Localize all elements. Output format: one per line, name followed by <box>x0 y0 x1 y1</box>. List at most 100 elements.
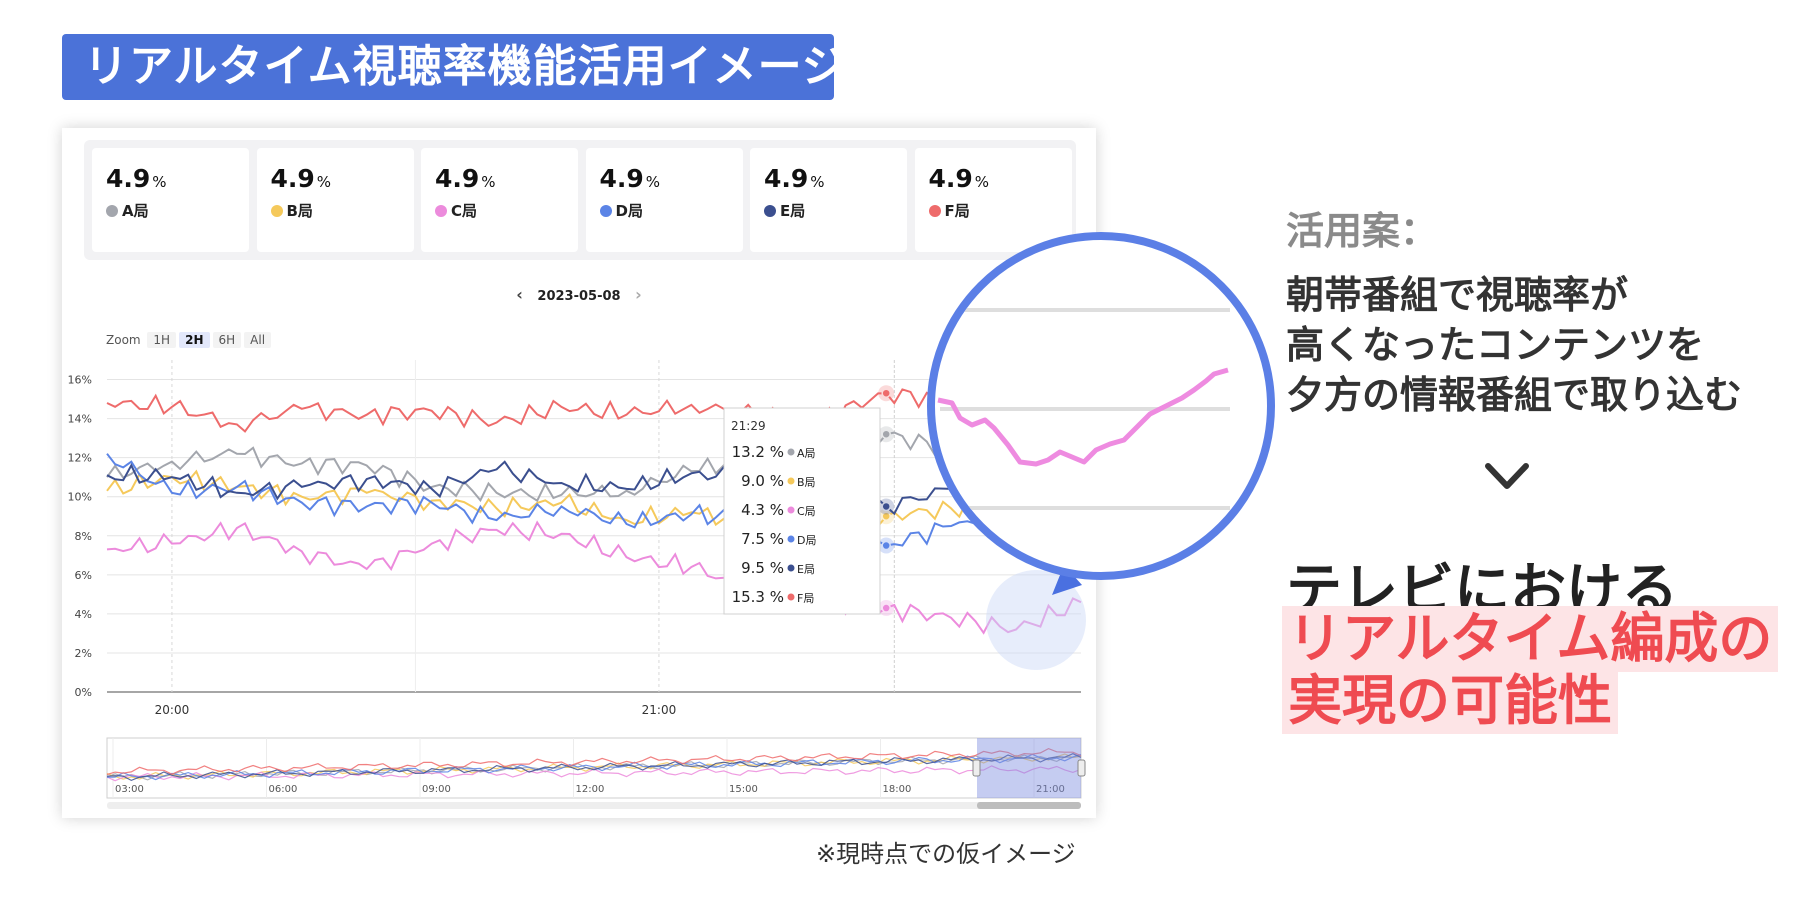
zoom-option-1h[interactable]: 1H <box>147 332 177 348</box>
chevron-down-icon <box>1485 463 1529 489</box>
station-label: A局 <box>106 200 149 221</box>
legend-dot-icon <box>599 205 612 217</box>
station-rating: 4.9% <box>764 164 825 193</box>
tooltip-dot-icon <box>787 564 795 572</box>
tooltip-box <box>723 407 881 615</box>
navigator-series <box>106 753 1082 781</box>
navigator-tick-label: 09:00 <box>422 784 451 795</box>
tooltip-dot-icon <box>787 448 795 456</box>
rating-value: 4.9 <box>435 164 480 193</box>
navigator-selection[interactable] <box>977 738 1081 798</box>
prev-date-button[interactable]: ‹ <box>516 285 523 304</box>
current-date: 2023-05-08 <box>537 289 621 304</box>
tooltip-label: B局 <box>797 476 816 489</box>
plan-line: 高くなったコンテンツを <box>1286 323 1705 367</box>
tooltip-label: D局 <box>797 534 816 547</box>
rating-value: 4.9 <box>270 164 315 193</box>
series-marker-halo <box>878 498 895 515</box>
station-rating: 4.9% <box>435 164 496 193</box>
date-navigator: ‹ 2023-05-08 › <box>62 285 1096 304</box>
zoom-option-all[interactable]: All <box>244 332 272 348</box>
rating-value: 4.9 <box>764 164 809 193</box>
station-rating: 4.9% <box>106 164 167 193</box>
y-tick-label: 12% <box>68 452 92 465</box>
tooltip-value: 7.5 % <box>741 530 784 548</box>
series-marker-halo <box>878 508 895 525</box>
y-tick-label: 14% <box>68 413 92 426</box>
tooltip-dot-icon <box>787 593 795 601</box>
series-marker <box>881 501 891 512</box>
tooltip-label: C局 <box>797 505 816 518</box>
navigator-scroll-thumb[interactable] <box>977 802 1081 809</box>
series-line <box>106 469 1082 531</box>
tooltip-value: 4.3 % <box>741 501 784 519</box>
station-label: C局 <box>435 200 477 221</box>
tooltip-value: 15.3 % <box>732 588 784 606</box>
series-line <box>106 431 1082 503</box>
magnified-series-line <box>937 367 1229 467</box>
series-marker-halo <box>878 537 895 554</box>
y-tick-label: 16% <box>68 374 92 387</box>
plan-line: 朝帯番組で視聴率が <box>1286 273 1629 317</box>
tooltip: 21:29 13.2 % A局 9.0 % B局 4.3 % C局 7.5 % D局 9.5 % E… <box>723 407 881 615</box>
station-card: 4.9% F局 <box>914 148 1072 252</box>
navigator-handle-right[interactable] <box>1077 759 1086 777</box>
tooltip-label: A局 <box>797 447 816 460</box>
series-line <box>106 520 1082 635</box>
y-tick-label: 2% <box>75 647 92 660</box>
magnifier-content <box>937 308 1230 510</box>
station-label: E局 <box>764 200 805 221</box>
highlight-line-2: 実現の可能性 <box>1282 668 1618 734</box>
station-name: C局 <box>451 202 478 220</box>
series-line <box>106 388 1082 433</box>
series-marker <box>881 540 891 551</box>
series-marker <box>881 429 891 439</box>
rating-unit: % <box>152 173 167 191</box>
navigator-series <box>106 747 1082 776</box>
usage-plan-text: 朝帯番組で視聴率が 高くなったコンテンツを 夕方の情報番組で取り込む <box>1286 270 1742 420</box>
highlight-line-1: リアルタイム編成の <box>1282 606 1779 672</box>
station-card: 4.9% C局 <box>421 148 578 252</box>
rating-value: 4.9 <box>599 164 644 193</box>
zoom-option-2h[interactable]: 2H <box>179 332 210 348</box>
tooltip-value: 9.5 % <box>741 559 784 577</box>
station-label: B局 <box>270 200 313 221</box>
magnifier-callout <box>927 232 1275 595</box>
station-name: A局 <box>122 202 149 220</box>
station-name: E局 <box>780 202 806 220</box>
footnote: ※現時点での仮イメージ <box>816 840 1076 868</box>
navigator-scrollbar[interactable] <box>107 802 1081 809</box>
tooltip-value: 13.2 % <box>732 443 784 461</box>
series-marker <box>881 388 891 398</box>
legend-dot-icon <box>270 205 283 217</box>
navigator-tick-label: 15:00 <box>729 784 758 795</box>
zoom-option-6h[interactable]: 6H <box>212 332 242 348</box>
station-cards: 4.9% A局 4.9% B局 4.9% C局 4.9% D局 4.9% E局 4.9% F局 <box>84 140 1076 260</box>
series-marker-halo <box>878 426 895 443</box>
tooltip-dot-icon <box>787 477 795 485</box>
rating-value: 4.9 <box>106 164 151 193</box>
x-tick-label: 20:00 <box>155 703 190 717</box>
navigator-tick-label: 18:00 <box>883 784 912 795</box>
rating-unit: % <box>810 173 825 191</box>
next-date-button[interactable]: › <box>635 285 642 304</box>
series-line <box>106 460 1082 516</box>
navigator-handle-left[interactable] <box>972 759 981 777</box>
station-card: 4.9% E局 <box>750 148 907 252</box>
legend-dot-icon <box>928 205 941 217</box>
legend-dot-icon <box>435 205 447 217</box>
legend-dot-icon <box>764 205 776 217</box>
station-rating: 4.9% <box>600 164 661 193</box>
series-marker-halo <box>878 600 895 617</box>
station-label: F局 <box>928 200 970 221</box>
series-marker-halo <box>878 385 895 402</box>
y-tick-label: 10% <box>68 491 92 504</box>
zoom-label: Zoom <box>106 333 141 347</box>
navigator-tick-label: 03:00 <box>115 784 144 795</box>
tooltip-dot-icon <box>787 506 795 514</box>
callout-pointer <box>1052 565 1082 595</box>
tooltip-label: F局 <box>797 592 814 605</box>
navigator-series <box>106 753 1082 782</box>
station-rating: 4.9% <box>929 164 990 193</box>
